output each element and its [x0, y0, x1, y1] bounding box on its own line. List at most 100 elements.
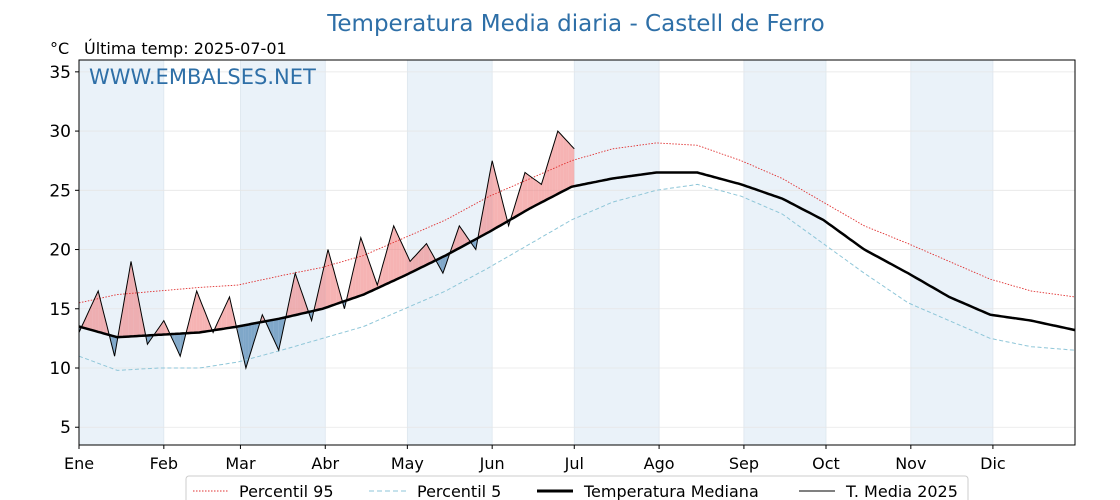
- y-tick-label: 10: [49, 359, 71, 379]
- anomaly-fill-above: [497, 182, 501, 228]
- anomaly-fill-above: [349, 273, 353, 300]
- anomaly-fill-above: [453, 233, 457, 252]
- anomaly-fill-above: [196, 291, 200, 333]
- anomaly-fill-above: [218, 314, 222, 330]
- anomaly-fill-above: [415, 252, 419, 271]
- series-line-percentil-5: [78, 183, 1076, 371]
- x-tick-label: Nov: [895, 454, 926, 473]
- chart-title: Temperatura Media diaria - Castell de Fe…: [326, 11, 824, 37]
- x-tick-label: Feb: [150, 454, 178, 473]
- legend-box: [185, 475, 969, 500]
- anomaly-fill-above: [533, 178, 536, 207]
- anomaly-fill-above: [330, 259, 334, 306]
- x-tick-label: Dic: [980, 454, 1006, 473]
- anomaly-fill-above: [303, 296, 307, 314]
- anomaly-fill-above: [120, 308, 123, 338]
- anomaly-fill-below: [245, 324, 249, 368]
- x-tick-label: Jul: [564, 454, 584, 473]
- anomaly-fill-above: [89, 302, 93, 331]
- series-line-mediana: [78, 171, 1076, 339]
- anomaly-fill-below: [278, 318, 282, 351]
- anomaly-fill-above: [325, 249, 328, 308]
- y-tick-label: 35: [49, 63, 71, 83]
- anomaly-fill-above: [560, 134, 564, 193]
- anomaly-fill-below: [267, 320, 271, 333]
- anomaly-fill-above: [546, 157, 550, 200]
- anomaly-fill-below: [473, 239, 476, 250]
- month-band: [79, 60, 164, 445]
- x-tick-label: Mar: [225, 454, 256, 473]
- anomaly-fill-below: [147, 335, 151, 345]
- anomaly-fill-above: [421, 246, 424, 268]
- anomaly-fill-above: [130, 261, 134, 337]
- anomaly-fill-above: [199, 297, 203, 333]
- anomaly-fill-above: [191, 301, 194, 333]
- anomaly-fill-above: [371, 269, 375, 291]
- anomaly-fill-below: [177, 333, 181, 357]
- last-temp-label: Última temp: 2025-07-01: [84, 39, 287, 58]
- anomaly-fill-above: [355, 249, 359, 298]
- anomaly-fill-above: [568, 142, 572, 189]
- anomaly-fill-above: [202, 304, 205, 333]
- series-line-percentil-95: [78, 142, 1076, 304]
- anomaly-fill-above: [410, 258, 413, 273]
- anomaly-fill-above: [464, 233, 468, 246]
- plot-frame: [78, 59, 1076, 446]
- anomaly-fill-above: [404, 249, 408, 276]
- x-tick-label: May: [391, 454, 424, 473]
- anomaly-fill-above: [95, 291, 99, 332]
- anomaly-fill-above: [555, 131, 558, 196]
- x-tick-label: Oct: [812, 454, 840, 473]
- anomaly-fill-below: [111, 335, 115, 357]
- anomaly-fill-above: [358, 237, 361, 297]
- anomaly-fill-above: [544, 166, 547, 201]
- anomaly-fill-above: [481, 205, 484, 237]
- anomaly-fill-above: [84, 314, 88, 329]
- legend-label-median: Temperatura Mediana: [583, 482, 759, 500]
- anomaly-fill-above: [295, 273, 298, 316]
- y-tick-label: 15: [49, 300, 71, 320]
- series-line-media-2025: [78, 130, 575, 370]
- anomaly-fill-above: [514, 199, 517, 218]
- anomaly-fill-below: [254, 322, 257, 342]
- anomaly-fill-above: [125, 277, 129, 337]
- y-tick-label: 30: [49, 122, 71, 142]
- month-band: [240, 60, 326, 445]
- anomaly-fill-above: [92, 296, 96, 332]
- anomaly-fill-above: [297, 281, 301, 315]
- anomaly-fill-below: [248, 323, 252, 360]
- watermark: WWW.EMBALSES.NET: [89, 65, 316, 89]
- anomaly-fill-above: [418, 249, 422, 269]
- anomaly-fill-above: [139, 302, 142, 336]
- anomaly-fill-above: [571, 145, 575, 187]
- y-tick-label: 25: [49, 181, 71, 201]
- legend-label-p5: Percentil 5: [417, 482, 501, 500]
- anomaly-fill-below: [437, 258, 441, 269]
- anomaly-fill-above: [423, 243, 427, 267]
- month-band: [743, 60, 826, 445]
- anomaly-fill-below: [273, 319, 277, 345]
- anomaly-fill-above: [328, 249, 331, 307]
- anomaly-fill-above: [503, 204, 506, 224]
- anomaly-fill-above: [204, 311, 208, 332]
- anomaly-fill-above: [360, 237, 364, 296]
- anomaly-fill-above: [322, 261, 326, 309]
- anomaly-fill-above: [128, 261, 131, 337]
- anomaly-fill-above: [390, 225, 394, 282]
- anomaly-fill-above: [369, 261, 372, 293]
- anomaly-fill-above: [289, 286, 293, 317]
- anomaly-fill-below: [240, 325, 244, 357]
- anomaly-fill-above: [401, 243, 405, 277]
- anomaly-fill-above: [426, 243, 430, 265]
- anomaly-fill-below: [180, 333, 183, 357]
- anomaly-fill-above: [456, 225, 460, 250]
- anomaly-fill-above: [489, 160, 493, 232]
- anomaly-fill-above: [492, 160, 495, 231]
- anomaly-fill-above: [229, 296, 233, 328]
- anomaly-fill-above: [494, 171, 498, 229]
- anomaly-fill-above: [363, 245, 367, 295]
- anomaly-fill-above: [566, 139, 569, 190]
- y-tick-label: 20: [49, 241, 71, 261]
- x-tick-label: Abr: [311, 454, 339, 473]
